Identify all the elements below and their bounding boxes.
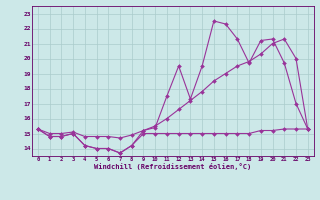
X-axis label: Windchill (Refroidissement éolien,°C): Windchill (Refroidissement éolien,°C)	[94, 163, 252, 170]
